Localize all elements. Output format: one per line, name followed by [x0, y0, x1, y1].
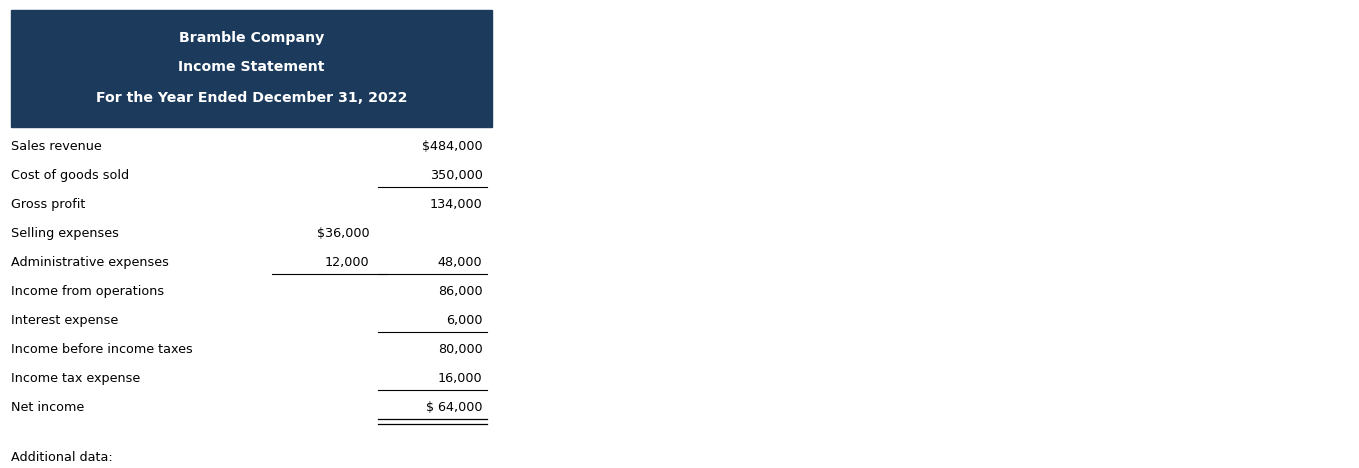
Text: 80,000: 80,000: [438, 343, 482, 356]
Text: 6,000: 6,000: [446, 314, 482, 327]
Text: $ 64,000: $ 64,000: [425, 401, 482, 414]
Text: Income tax expense: Income tax expense: [11, 372, 140, 385]
Text: 12,000: 12,000: [325, 256, 370, 269]
FancyBboxPatch shape: [11, 10, 492, 127]
Text: 350,000: 350,000: [429, 168, 482, 182]
Text: Administrative expenses: Administrative expenses: [11, 256, 169, 269]
Text: 16,000: 16,000: [438, 372, 482, 385]
Text: Additional data:: Additional data:: [11, 451, 113, 464]
Text: Sales revenue: Sales revenue: [11, 139, 102, 153]
Text: Net income: Net income: [11, 401, 84, 414]
Text: $36,000: $36,000: [317, 227, 370, 240]
Text: For the Year Ended December 31, 2022: For the Year Ended December 31, 2022: [95, 91, 408, 105]
Text: Income from operations: Income from operations: [11, 285, 164, 298]
Text: Bramble Company: Bramble Company: [179, 31, 323, 45]
Text: Income before income taxes: Income before income taxes: [11, 343, 193, 356]
Text: Interest expense: Interest expense: [11, 314, 118, 327]
Text: 86,000: 86,000: [438, 285, 482, 298]
Text: 134,000: 134,000: [429, 197, 482, 211]
Text: 48,000: 48,000: [438, 256, 482, 269]
Text: Gross profit: Gross profit: [11, 197, 86, 211]
Text: $484,000: $484,000: [421, 139, 482, 153]
Text: Cost of goods sold: Cost of goods sold: [11, 168, 129, 182]
Text: Selling expenses: Selling expenses: [11, 227, 118, 240]
Text: Income Statement: Income Statement: [178, 60, 325, 74]
